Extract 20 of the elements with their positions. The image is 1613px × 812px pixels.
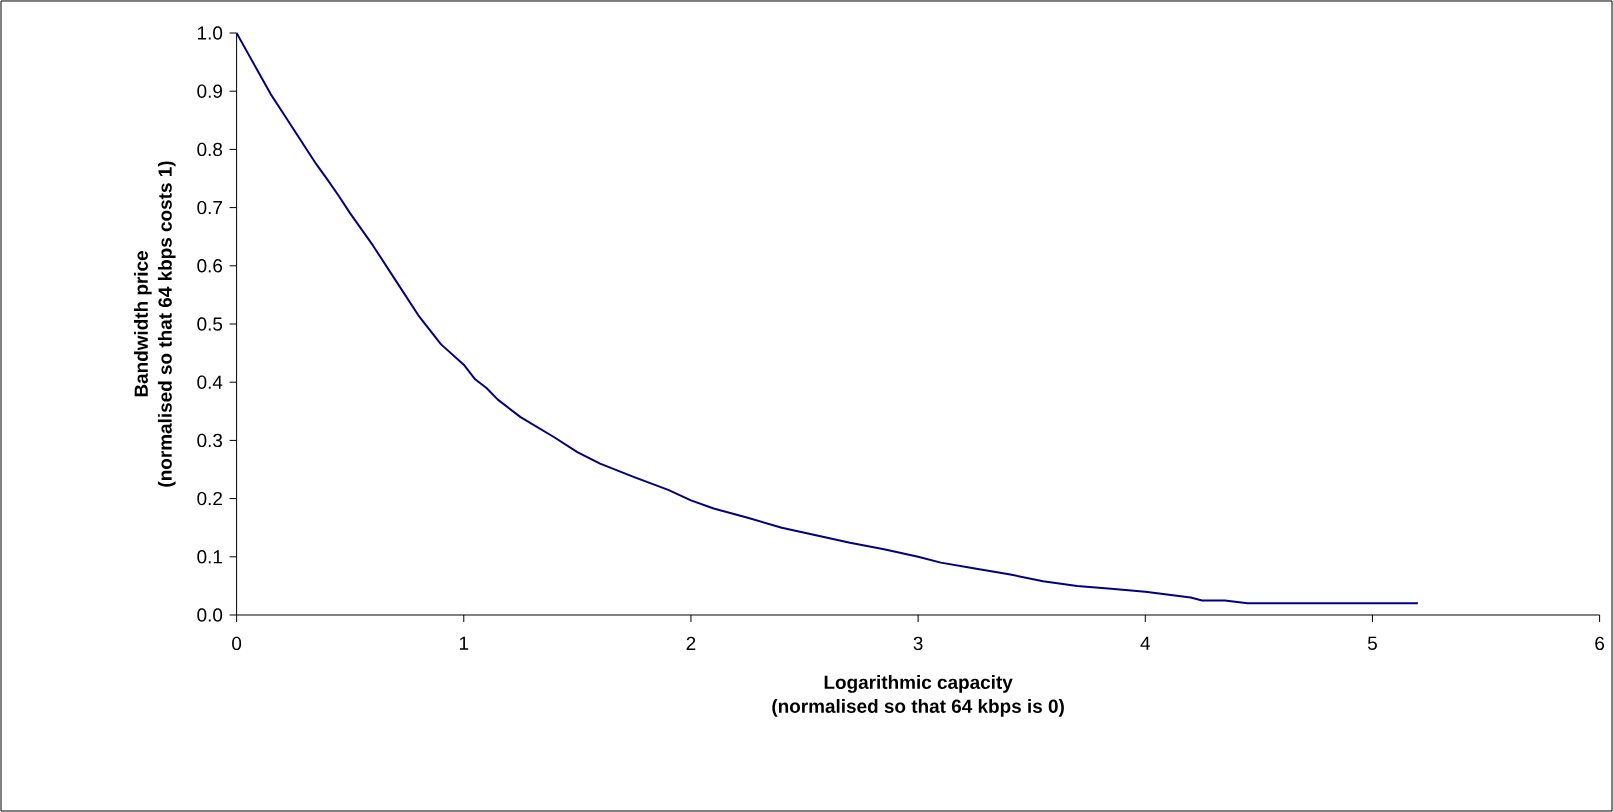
- y-tick-label: 0.1: [197, 550, 222, 564]
- y-tick-label: 0.4: [197, 375, 223, 389]
- x-tick-label: 0: [232, 636, 242, 651]
- y-tick-label: 0.5: [197, 317, 223, 331]
- y-axis-title: Bandwidth price (normalised so that 64 kbps costs 1): [134, 161, 176, 487]
- y-tick-label: 1.0: [198, 26, 223, 40]
- y-tick-label: 0.7: [197, 200, 222, 215]
- y-tick-label: 0.2: [197, 491, 222, 506]
- x-tick-label: 4: [1140, 636, 1150, 650]
- y-tick-label: 0.9: [197, 84, 222, 98]
- x-tick-label: 1: [459, 636, 469, 650]
- y-tick-label: 0.6: [197, 259, 223, 273]
- x-axis-title: Logarithmic capacity (normalised so that 64 kbps is 0): [772, 675, 1064, 717]
- x-tick-label: 5: [1367, 636, 1377, 650]
- x-tick-label: 2: [686, 636, 696, 650]
- y-tick-label: 0.3: [197, 433, 223, 448]
- y-tick-label: 0.0: [197, 608, 223, 622]
- y-tick-label: 0.8: [197, 142, 223, 157]
- x-tick-label: 6: [1595, 636, 1605, 651]
- x-tick-label: 3: [913, 636, 923, 651]
